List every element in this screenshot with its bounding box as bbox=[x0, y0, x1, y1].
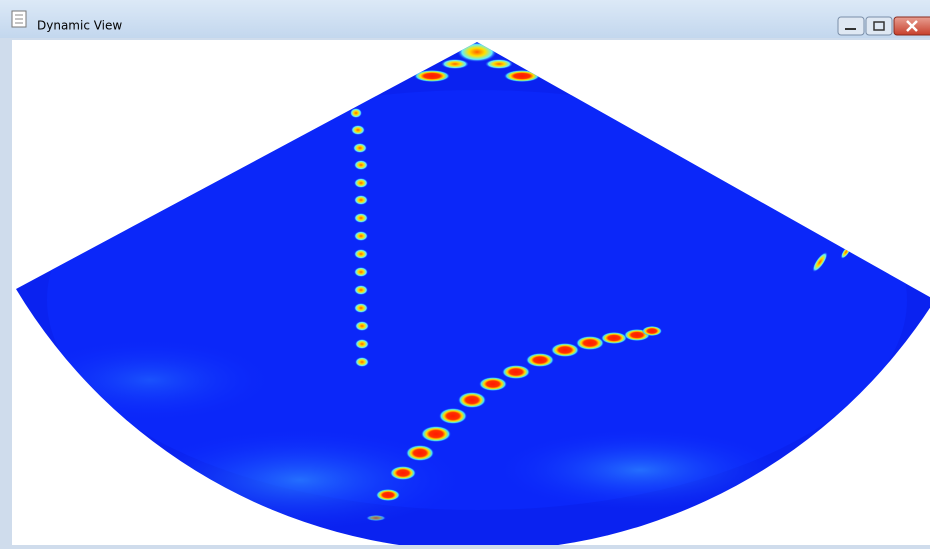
close-button[interactable] bbox=[894, 17, 930, 35]
window: Dynamic View bbox=[0, 0, 930, 549]
window-title: Dynamic View bbox=[37, 19, 122, 33]
minimize-button[interactable] bbox=[838, 17, 864, 35]
window-bottom-frame bbox=[0, 545, 930, 549]
title-bar bbox=[0, 0, 930, 38]
window-icon bbox=[12, 11, 26, 27]
page: Dynamic View bbox=[0, 0, 930, 549]
maximize-button[interactable] bbox=[866, 17, 892, 35]
